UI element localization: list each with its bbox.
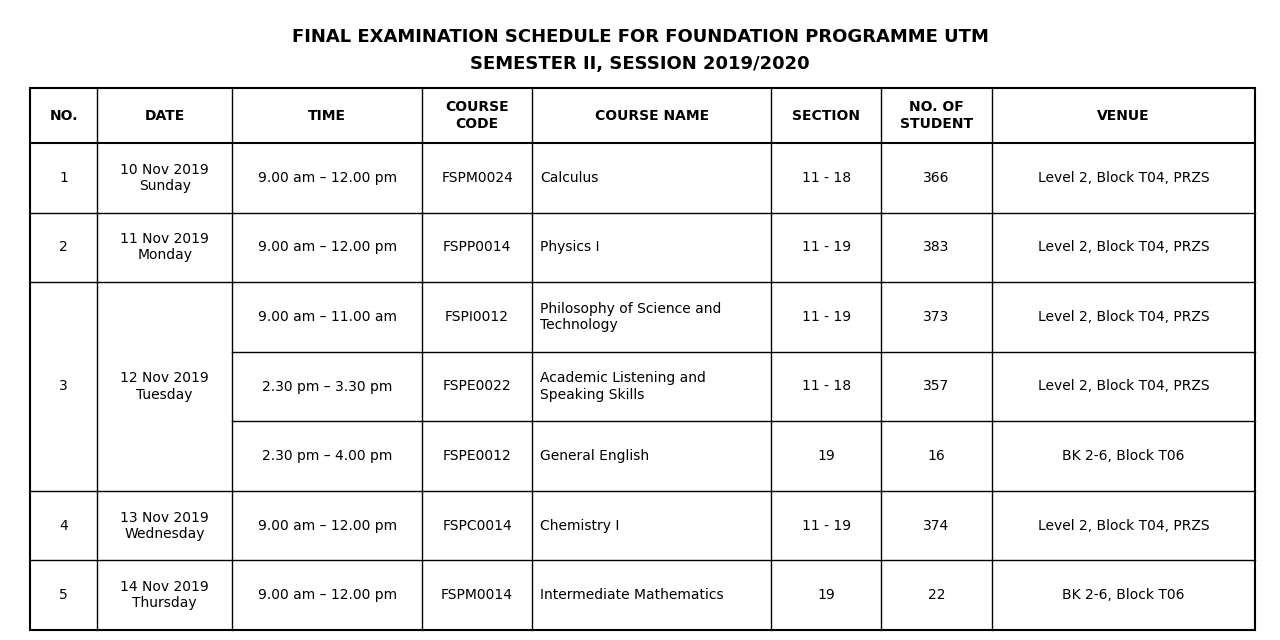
Text: VENUE: VENUE [1097, 109, 1149, 122]
Text: FINAL EXAMINATION SCHEDULE FOR FOUNDATION PROGRAMME UTM: FINAL EXAMINATION SCHEDULE FOR FOUNDATIO… [292, 28, 988, 46]
Text: Level 2, Block T04, PRZS: Level 2, Block T04, PRZS [1038, 171, 1210, 185]
Text: 4: 4 [59, 518, 68, 532]
Bar [29, 88, 1254, 630]
Text: FSPE0012: FSPE0012 [443, 449, 512, 463]
Text: 22: 22 [928, 588, 945, 602]
Text: FSPP0014: FSPP0014 [443, 241, 511, 254]
Text: COURSE
CODE: COURSE CODE [445, 100, 509, 131]
Text: 357: 357 [923, 380, 950, 394]
Text: 19: 19 [818, 588, 835, 602]
Text: 9.00 am – 12.00 pm: 9.00 am – 12.00 pm [257, 171, 397, 185]
Text: Level 2, Block T04, PRZS: Level 2, Block T04, PRZS [1038, 380, 1210, 394]
Text: 12 Nov 2019
Tuesday: 12 Nov 2019 Tuesday [120, 371, 209, 402]
Text: 11 - 19: 11 - 19 [801, 518, 851, 532]
Text: Physics I: Physics I [540, 241, 600, 254]
Text: 1: 1 [59, 171, 68, 185]
Text: 2.30 pm – 3.30 pm: 2.30 pm – 3.30 pm [262, 380, 392, 394]
Text: Chemistry I: Chemistry I [540, 518, 620, 532]
Text: 373: 373 [923, 310, 950, 324]
Text: 2.30 pm – 4.00 pm: 2.30 pm – 4.00 pm [262, 449, 392, 463]
Text: 5: 5 [59, 588, 68, 602]
Text: SECTION: SECTION [792, 109, 860, 122]
Text: NO.: NO. [50, 109, 78, 122]
Text: 11 Nov 2019
Monday: 11 Nov 2019 Monday [120, 232, 209, 262]
Text: COURSE NAME: COURSE NAME [595, 109, 709, 122]
Text: 366: 366 [923, 171, 950, 185]
Text: 11 - 19: 11 - 19 [801, 310, 851, 324]
Text: 9.00 am – 12.00 pm: 9.00 am – 12.00 pm [257, 518, 397, 532]
Text: 374: 374 [923, 518, 950, 532]
Text: FSPE0022: FSPE0022 [443, 380, 512, 394]
Text: 11 - 19: 11 - 19 [801, 241, 851, 254]
Text: FSPC0014: FSPC0014 [443, 518, 512, 532]
Text: 11 - 18: 11 - 18 [801, 380, 851, 394]
Text: NO. OF
STUDENT: NO. OF STUDENT [900, 100, 973, 131]
Text: FSPI0012: FSPI0012 [445, 310, 509, 324]
Text: 16: 16 [928, 449, 946, 463]
Text: Level 2, Block T04, PRZS: Level 2, Block T04, PRZS [1038, 241, 1210, 254]
Text: Level 2, Block T04, PRZS: Level 2, Block T04, PRZS [1038, 518, 1210, 532]
Text: 14 Nov 2019
Thursday: 14 Nov 2019 Thursday [120, 580, 209, 611]
Text: BK 2-6, Block T06: BK 2-6, Block T06 [1062, 588, 1184, 602]
Text: SEMESTER II, SESSION 2019/2020: SEMESTER II, SESSION 2019/2020 [470, 55, 810, 73]
Text: Philosophy of Science and
Technology: Philosophy of Science and Technology [540, 302, 722, 332]
Text: 9.00 am – 12.00 pm: 9.00 am – 12.00 pm [257, 588, 397, 602]
Text: 10 Nov 2019
Sunday: 10 Nov 2019 Sunday [120, 163, 209, 193]
Text: Academic Listening and
Speaking Skills: Academic Listening and Speaking Skills [540, 371, 707, 402]
Text: 13 Nov 2019
Wednesday: 13 Nov 2019 Wednesday [120, 511, 209, 541]
Text: General English: General English [540, 449, 649, 463]
Text: 9.00 am – 11.00 am: 9.00 am – 11.00 am [257, 310, 397, 324]
Text: FSPM0024: FSPM0024 [442, 171, 513, 185]
Text: 19: 19 [818, 449, 835, 463]
Text: Calculus: Calculus [540, 171, 599, 185]
Text: Intermediate Mathematics: Intermediate Mathematics [540, 588, 724, 602]
Text: DATE: DATE [145, 109, 184, 122]
Text: 11 - 18: 11 - 18 [801, 171, 851, 185]
Text: 383: 383 [923, 241, 950, 254]
Text: TIME: TIME [308, 109, 346, 122]
Text: 9.00 am – 12.00 pm: 9.00 am – 12.00 pm [257, 241, 397, 254]
Text: FSPM0014: FSPM0014 [442, 588, 513, 602]
Text: 2: 2 [59, 241, 68, 254]
Text: 3: 3 [59, 380, 68, 394]
Text: Level 2, Block T04, PRZS: Level 2, Block T04, PRZS [1038, 310, 1210, 324]
Text: BK 2-6, Block T06: BK 2-6, Block T06 [1062, 449, 1184, 463]
